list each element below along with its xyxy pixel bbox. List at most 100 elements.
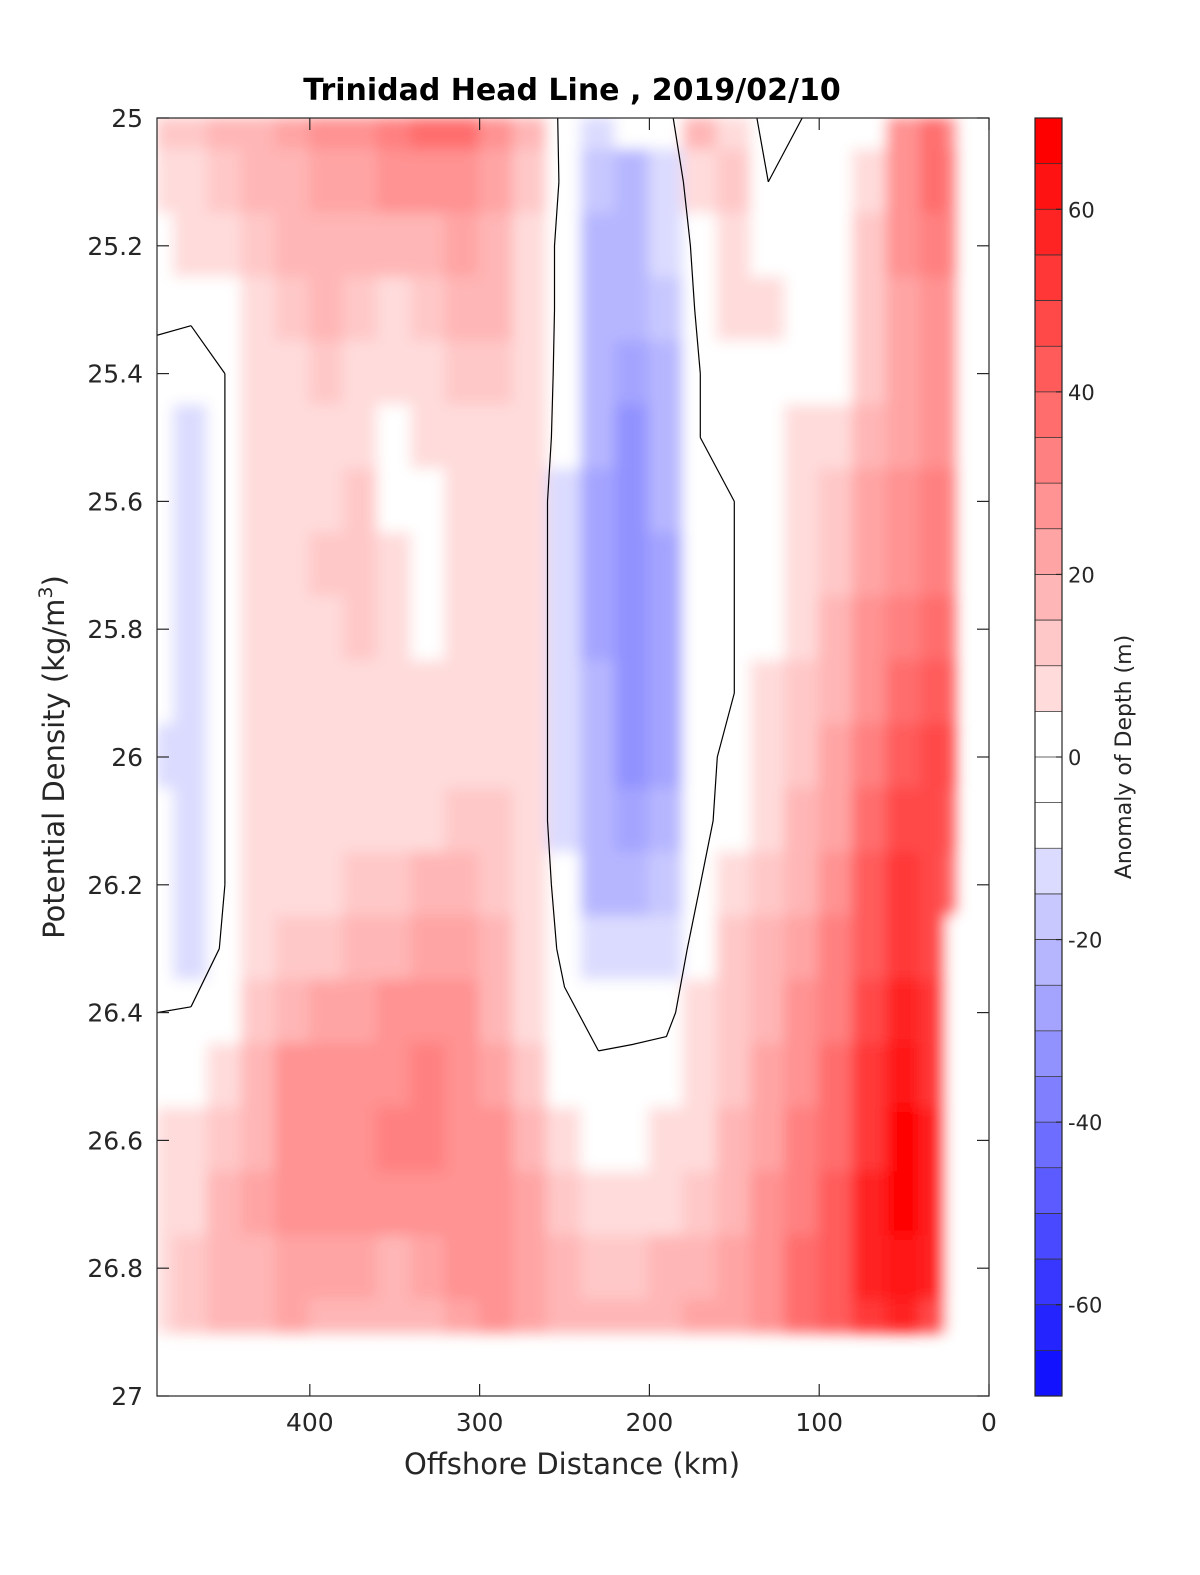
heatmap-cell bbox=[648, 340, 685, 407]
heatmap-cell bbox=[580, 1299, 617, 1334]
heatmap-cell bbox=[716, 1171, 753, 1238]
heatmap-cell bbox=[444, 404, 481, 471]
heatmap-cell bbox=[886, 660, 923, 727]
y-tick-label: 25.8 bbox=[87, 615, 143, 644]
heatmap-cell bbox=[240, 1043, 277, 1110]
heatmap-cell bbox=[818, 276, 855, 343]
heatmap-cell bbox=[342, 1107, 379, 1174]
heatmap-cell bbox=[920, 118, 948, 151]
heatmap-cell bbox=[172, 276, 209, 343]
heatmap-cell bbox=[342, 915, 379, 982]
heatmap-cell bbox=[886, 979, 923, 1046]
heatmap-cell bbox=[682, 276, 719, 343]
heatmap-cell bbox=[240, 1171, 277, 1238]
heatmap-cell bbox=[648, 596, 685, 663]
heatmap-cell bbox=[444, 148, 481, 215]
heatmap-cell bbox=[920, 915, 948, 982]
heatmap-cell bbox=[308, 979, 345, 1046]
heatmap-cell bbox=[614, 1171, 651, 1238]
heatmap-cell bbox=[716, 979, 753, 1046]
heatmap-cell bbox=[444, 212, 481, 279]
heatmap-cell bbox=[886, 468, 923, 535]
chart-title: Trinidad Head Line , 2019/02/10 bbox=[303, 73, 840, 108]
heatmap-cell bbox=[920, 1171, 948, 1238]
heatmap-cell bbox=[376, 1171, 413, 1238]
heatmap-cell bbox=[852, 660, 889, 727]
heatmap-cell bbox=[308, 1235, 345, 1302]
heatmap-cell bbox=[410, 340, 447, 407]
heatmap-cell bbox=[580, 1043, 617, 1110]
heatmap-cell bbox=[342, 1235, 379, 1302]
heatmap-cell bbox=[886, 915, 923, 982]
heatmap-cell bbox=[614, 276, 651, 343]
colorbar-segment bbox=[1035, 1213, 1062, 1260]
heatmap-cell bbox=[580, 979, 617, 1046]
heatmap-cell bbox=[410, 212, 447, 279]
heatmap-cell bbox=[478, 532, 515, 599]
heatmap-cell bbox=[478, 851, 515, 918]
heatmap-cell bbox=[376, 596, 413, 663]
heatmap-cell bbox=[308, 148, 345, 215]
heatmap-cell bbox=[308, 1107, 345, 1174]
heatmap-cell bbox=[682, 787, 719, 854]
heatmap-cell bbox=[444, 724, 481, 790]
heatmap-cell bbox=[750, 468, 787, 535]
heatmap-cell bbox=[546, 1235, 583, 1302]
heatmap-cell bbox=[852, 404, 889, 471]
heatmap-cell bbox=[818, 1171, 855, 1238]
heatmap-cell bbox=[818, 1235, 855, 1302]
heatmap-cell bbox=[750, 851, 787, 918]
heatmap-cell bbox=[750, 787, 787, 854]
heatmap-cell bbox=[240, 596, 277, 663]
colorbar-axis: 60 40 20 0 -20 -40 -60 bbox=[1056, 198, 1102, 1318]
heatmap-cell bbox=[682, 468, 719, 535]
heatmap-cell bbox=[342, 340, 379, 407]
heatmap-cell bbox=[920, 1043, 948, 1110]
heatmap-cell bbox=[614, 787, 651, 854]
heatmap-cell bbox=[614, 1107, 651, 1174]
heatmap-cell bbox=[546, 118, 583, 151]
heatmap-cell bbox=[157, 118, 175, 151]
heatmap-cell bbox=[240, 660, 277, 727]
heatmap-cell bbox=[172, 1299, 209, 1334]
heatmap-cell bbox=[240, 851, 277, 918]
heatmap-cell bbox=[274, 1299, 311, 1334]
colorbar-label: Anomaly of Depth (m) bbox=[1112, 635, 1137, 879]
heatmap-cell bbox=[512, 851, 549, 918]
heatmap-cell bbox=[157, 787, 175, 854]
heatmap-cell bbox=[274, 1107, 311, 1174]
heatmap-cell bbox=[546, 468, 583, 535]
heatmap-cell bbox=[512, 979, 549, 1046]
colorbar-segment bbox=[1035, 528, 1062, 575]
heatmap-cell bbox=[818, 468, 855, 535]
heatmap-cell bbox=[750, 340, 787, 407]
heatmap-cell bbox=[376, 851, 413, 918]
colorbar-segment bbox=[1035, 209, 1062, 256]
heatmap-cell bbox=[342, 979, 379, 1046]
heatmap-cell bbox=[784, 979, 821, 1046]
heatmap-cell bbox=[920, 851, 948, 918]
heatmap-cell bbox=[512, 148, 549, 215]
heatmap-cell bbox=[614, 404, 651, 471]
heatmap-cell bbox=[945, 148, 957, 215]
heatmap-cell bbox=[682, 118, 719, 151]
heatmap-cell bbox=[546, 1043, 583, 1110]
colorbar-segment bbox=[1035, 1076, 1062, 1123]
heatmap-cell bbox=[818, 915, 855, 982]
heatmap-cell bbox=[240, 915, 277, 982]
y-tick-label: 26.6 bbox=[87, 1126, 143, 1155]
colorbar-segment bbox=[1035, 1304, 1062, 1351]
x-tick-label: 200 bbox=[626, 1408, 674, 1437]
y-tick-label: 25 bbox=[111, 104, 143, 133]
heatmap-cell bbox=[945, 404, 957, 471]
x-axis: 400 300 200 100 0 bbox=[286, 118, 997, 1437]
heatmap-cell bbox=[580, 340, 617, 407]
heatmap-cell bbox=[410, 276, 447, 343]
heatmap-cell bbox=[308, 660, 345, 727]
heatmap-cell bbox=[240, 724, 277, 790]
y-tick-label: 26 bbox=[111, 743, 143, 772]
heatmap-cell bbox=[920, 596, 948, 663]
heatmap-cell bbox=[410, 596, 447, 663]
colorbar-segment bbox=[1035, 620, 1062, 667]
heatmap-cell bbox=[682, 596, 719, 663]
